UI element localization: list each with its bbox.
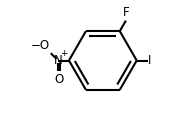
Text: O: O [54,73,64,86]
Text: F: F [123,6,130,19]
Text: I: I [148,54,152,67]
Text: +: + [61,49,68,58]
Text: −O: −O [31,39,50,52]
Text: N: N [54,54,63,67]
